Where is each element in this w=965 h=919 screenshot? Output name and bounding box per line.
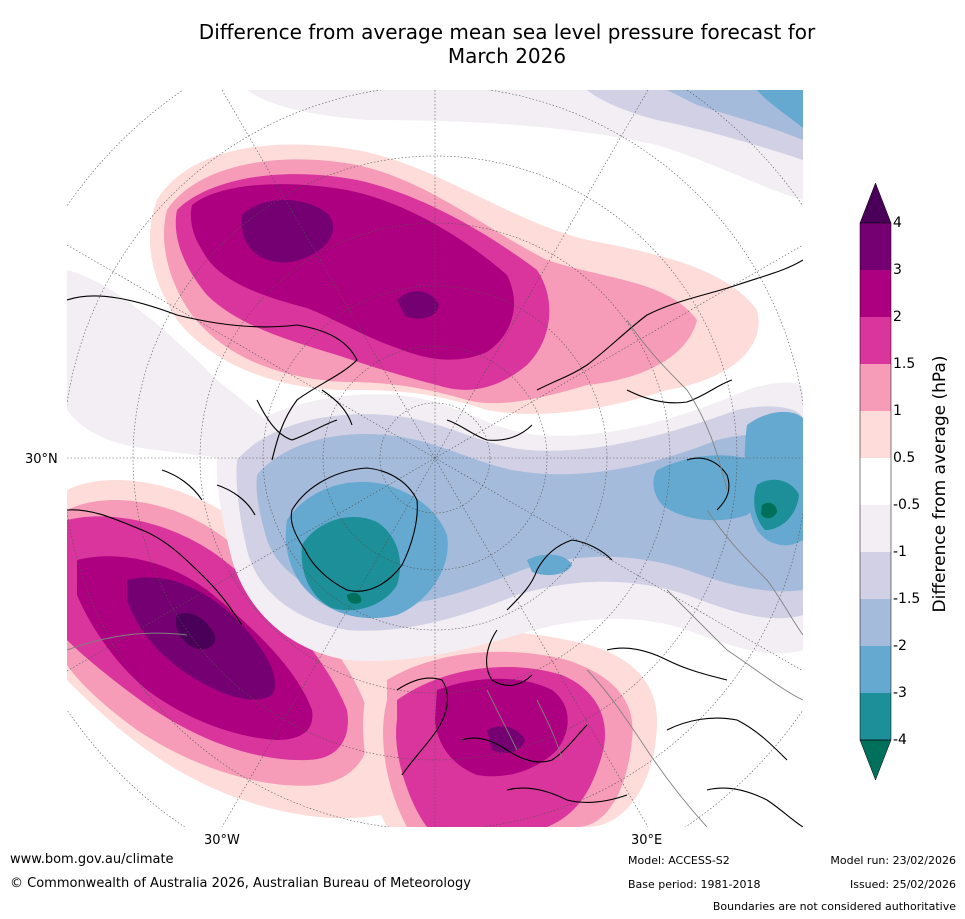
colorbar-extend-min — [859, 739, 892, 781]
positive-anomaly-north-atlantic — [149, 144, 759, 414]
model-run-date: Model run: 23/02/2026 — [830, 854, 956, 867]
colorbar-tick-label: -3 — [893, 685, 907, 701]
title-line-1: Difference from average mean sea level p… — [198, 20, 816, 44]
country-borders — [67, 319, 803, 827]
colorbar-tick-label: 1 — [893, 403, 902, 419]
lat-label-30n: 30°N — [25, 452, 58, 467]
colorbar-extend-max — [859, 182, 892, 224]
model-name: Model: ACCESS-S2 — [628, 854, 730, 867]
colorbar-title: Difference from average (hPa) — [930, 355, 950, 613]
coastlines — [67, 259, 803, 827]
colorbar-tick-label: 1.5 — [893, 356, 916, 372]
colorbar-tick-label: 2 — [893, 309, 902, 325]
colorbar-segment — [860, 411, 891, 458]
colorbar-outline — [859, 222, 892, 741]
colorbar-segment — [860, 599, 891, 646]
colorbar-tick-label: 0.5 — [893, 450, 916, 466]
pressure-anomaly-map — [67, 90, 803, 827]
negative-anomaly-top-right — [247, 90, 803, 200]
lon-label-30w: 30°W — [204, 833, 240, 848]
colorbar-segment — [860, 693, 891, 740]
website-url[interactable]: www.bom.gov.au/climate — [10, 852, 174, 867]
colorbar-segment — [860, 646, 891, 693]
colorbar — [859, 182, 892, 781]
colorbar-tick-label: 4 — [893, 215, 902, 231]
colorbar-tick-label: -4 — [893, 732, 907, 748]
copyright-notice: © Commonwealth of Australia 2026, Austra… — [10, 876, 471, 891]
positive-anomaly-north-pacific — [67, 480, 420, 819]
title-line-2: March 2026 — [447, 44, 567, 68]
issued-date: Issued: 25/02/2026 — [849, 878, 956, 891]
lon-label-30e: 30°E — [631, 833, 663, 848]
graticule — [67, 90, 803, 827]
map-canvas — [67, 90, 803, 827]
colorbar-segment — [860, 270, 891, 317]
colorbar-segment — [860, 505, 891, 552]
colorbar-segment — [860, 317, 891, 364]
colorbar-tick-label: -1.5 — [893, 591, 921, 607]
chart-title: Difference from average mean sea level p… — [0, 20, 965, 68]
colorbar-segment — [860, 458, 891, 505]
colorbar-tick-label: 3 — [893, 262, 902, 278]
boundaries-disclaimer: Boundaries are not considered authoritat… — [712, 900, 956, 913]
base-period: Base period: 1981-2018 — [628, 878, 761, 891]
colorbar-tick-label: -0.5 — [893, 497, 921, 513]
colorbar-segment — [860, 552, 891, 599]
colorbar-tick-label: -1 — [893, 544, 907, 560]
positive-anomaly-europe — [363, 631, 657, 827]
colorbar-segment — [860, 364, 891, 411]
colorbar-segment — [860, 223, 891, 270]
colorbar-tick-label: -2 — [893, 638, 907, 654]
